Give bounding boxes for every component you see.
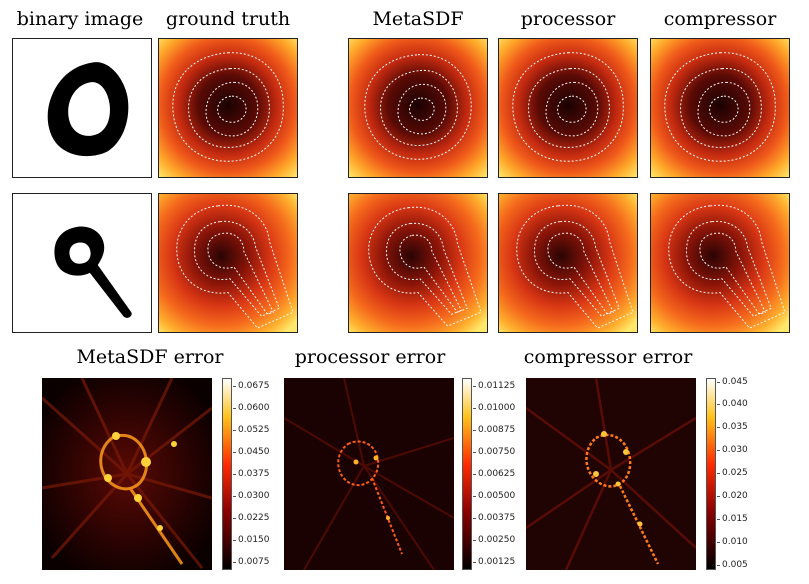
tick-label: 0.00750 xyxy=(472,447,516,457)
sdf-compressor-digit-9 xyxy=(650,193,790,333)
tick-label: 0.00875 xyxy=(472,425,516,435)
colorbar-compressor xyxy=(706,378,716,570)
tick-label: 0.01000 xyxy=(472,403,516,413)
tick-label: 0.0375 xyxy=(233,469,270,479)
sdf-metasdf-digit-0 xyxy=(348,38,488,178)
tick-label: 0.0300 xyxy=(233,491,270,501)
colorbar-ticks-compressor: 0.045 0.040 0.035 0.030 0.025 0.020 0.01… xyxy=(717,377,762,570)
error-map-compressor xyxy=(526,378,696,570)
tick-label: 0.0525 xyxy=(233,425,270,435)
sdf-compressor-digit-0 xyxy=(650,38,790,178)
sdf-metasdf-digit-9 xyxy=(348,193,488,333)
tick-label: 0.030 xyxy=(717,445,748,455)
title-processor-error: processor error xyxy=(294,346,446,368)
binary-image-digit-9 xyxy=(12,193,152,333)
title-compressor-error: compressor error xyxy=(523,346,693,368)
tick-label: 0.0675 xyxy=(233,381,270,391)
tick-label: 0.005 xyxy=(717,560,748,570)
tick-label: 0.025 xyxy=(717,468,748,478)
error-map-processor xyxy=(284,378,454,570)
tick-label: 0.00500 xyxy=(472,491,516,501)
tick-label: 0.045 xyxy=(717,377,748,387)
header-processor: processor xyxy=(520,8,616,30)
colorbar-processor xyxy=(462,378,472,570)
error-map-metasdf xyxy=(42,378,212,570)
tick-label: 0.0450 xyxy=(233,447,270,457)
tick-label: 0.00625 xyxy=(472,469,516,479)
tick-label: 0.035 xyxy=(717,422,748,432)
tick-label: 0.01125 xyxy=(472,381,516,391)
colorbar-metasdf xyxy=(222,378,232,570)
colorbar-ticks-metasdf: 0.0675 0.0600 0.0525 0.0450 0.0375 0.030… xyxy=(233,378,278,570)
tick-label: 0.0075 xyxy=(233,557,270,567)
binary-image-digit-0 xyxy=(12,38,152,178)
tick-label: 0.040 xyxy=(717,399,748,409)
tick-label: 0.015 xyxy=(717,514,748,524)
tick-label: 0.0600 xyxy=(233,403,270,413)
tick-label: 0.0150 xyxy=(233,535,270,545)
title-metasdf-error: MetaSDF error xyxy=(76,346,224,368)
header-binary-image: binary image xyxy=(16,8,144,30)
sdf-processor-digit-0 xyxy=(498,38,638,178)
header-ground-truth: ground truth xyxy=(165,8,291,30)
sdf-ground-truth-digit-9 xyxy=(158,193,298,333)
tick-label: 0.020 xyxy=(717,491,748,501)
tick-label: 0.010 xyxy=(717,537,748,547)
tick-label: 0.00375 xyxy=(472,513,516,523)
header-compressor: compressor xyxy=(663,8,777,30)
sdf-ground-truth-digit-0 xyxy=(158,38,298,178)
header-metasdf: MetaSDF xyxy=(372,8,464,30)
sdf-processor-digit-9 xyxy=(498,193,638,333)
colorbar-ticks-processor: 0.01125 0.01000 0.00875 0.00750 0.00625 … xyxy=(472,378,523,570)
tick-label: 0.00250 xyxy=(472,535,516,545)
tick-label: 0.00125 xyxy=(472,557,516,567)
tick-label: 0.0225 xyxy=(233,513,270,523)
